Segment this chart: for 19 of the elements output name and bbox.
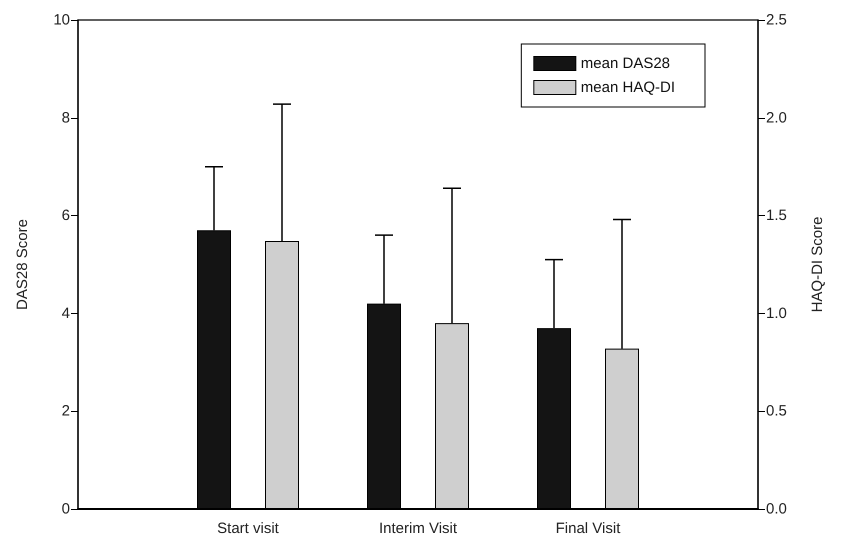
y2-tick-label: 1.5	[766, 207, 787, 224]
x-tick-label: Interim Visit	[378, 520, 458, 537]
y2-tick-label: 1.0	[766, 304, 787, 322]
y-tick-label: 6	[62, 207, 70, 224]
y2-tick-label: 2.0	[766, 109, 787, 126]
legend-label: mean HAQ-DI	[580, 79, 676, 96]
y-tick-label: 2	[62, 402, 70, 420]
y2-tick-label: 0.0	[766, 500, 787, 518]
y-axis-title: DAS28 Score	[14, 219, 31, 310]
legend-label: mean DAS28	[580, 55, 670, 72]
y-tick-label: 8	[62, 109, 70, 126]
y2-axis-title: HAQ-DI Score	[809, 216, 826, 312]
x-tick-label: Final Visit	[556, 520, 622, 537]
y-tick-label: 10	[53, 12, 70, 28]
y2-tick-label: 2.5	[766, 12, 787, 28]
y2-tick-label: 0.5	[766, 402, 787, 420]
x-tick-label: Start visit	[217, 520, 280, 537]
y-tick-label: 0	[62, 500, 70, 518]
y-tick-label: 4	[62, 304, 70, 322]
